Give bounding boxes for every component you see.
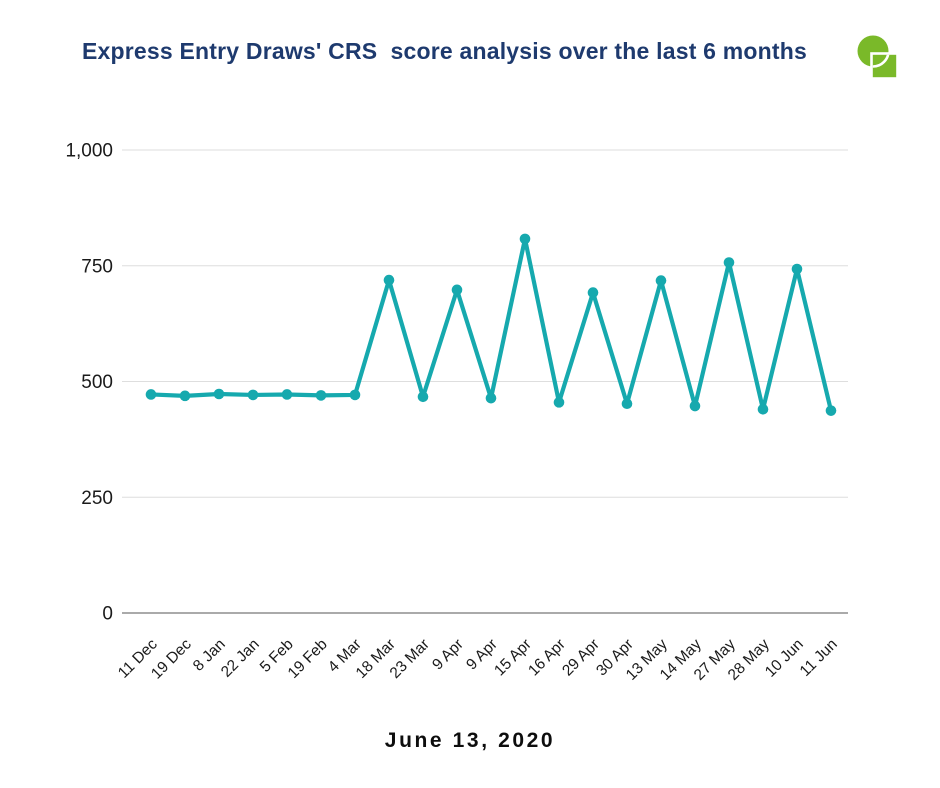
data-point [553,397,565,408]
x-tick-label: 16 Apr [525,636,569,680]
data-point [757,403,769,415]
y-tick-label: 500 [81,372,113,393]
data-point [315,390,327,401]
data-point [825,405,837,416]
x-tick-label: 22 Jan [218,636,263,681]
brand-logo-icon [857,35,899,80]
data-point [179,390,191,402]
y-tick-label: 0 [102,604,113,625]
data-point [247,389,259,401]
data-point [281,389,293,400]
logo-circle-arc [872,54,890,68]
x-tick-label: 9 Apr [429,636,467,674]
y-tick-label: 1,000 [65,141,113,162]
data-point [213,388,225,400]
data-point [587,287,599,298]
data-point [451,284,463,296]
data-point [383,274,395,286]
data-point [485,392,497,404]
x-tick-label: 10 Jun [762,636,807,681]
data-series [145,233,837,416]
data-point [145,389,157,400]
x-tick-label: 15 Apr [491,636,535,680]
chart-title: Express Entry Draws' CRS score analysis … [82,38,807,64]
data-point [655,275,667,286]
y-tick-label: 250 [81,488,113,509]
y-axis-labels: 0 250 500 750 1,000 [65,141,113,625]
x-tick-label: 29 Apr [559,636,603,680]
data-point [689,400,701,412]
data-point [519,233,531,245]
data-point [349,389,361,401]
data-point [791,263,803,275]
data-point [621,398,633,410]
x-tick-label: 11 Jun [797,636,841,680]
data-point [417,391,429,403]
y-tick-label: 750 [81,256,113,277]
data-point [723,257,735,268]
date-caption: June 13, 2020 [384,729,556,752]
